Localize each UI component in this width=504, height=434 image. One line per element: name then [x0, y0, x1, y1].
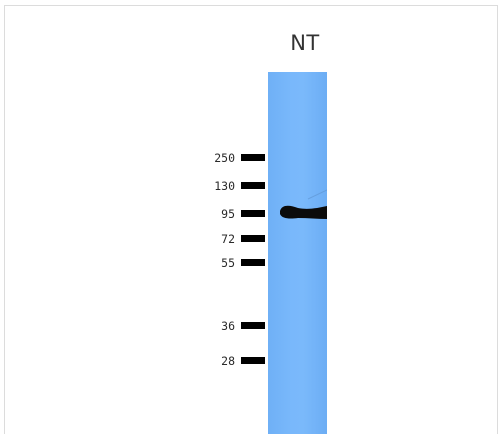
- marker-tick: [241, 322, 265, 329]
- lane-label: NT: [290, 31, 320, 55]
- marker-tick: [241, 235, 265, 242]
- marker-28: 28: [200, 355, 270, 367]
- marker-95: 95: [200, 208, 270, 220]
- marker-250: 250: [200, 152, 270, 164]
- marker-label: 55: [221, 256, 235, 270]
- marker-label: 72: [221, 232, 235, 246]
- marker-tick: [241, 182, 265, 189]
- blot-lane: [268, 72, 327, 434]
- marker-label: 36: [221, 319, 235, 333]
- protein-band: [280, 189, 327, 219]
- marker-36: 36: [200, 320, 270, 332]
- marker-tick: [241, 154, 265, 161]
- marker-tick: [241, 259, 265, 266]
- marker-55: 55: [200, 257, 270, 269]
- marker-label: 28: [221, 354, 235, 368]
- marker-72: 72: [200, 233, 270, 245]
- marker-tick: [241, 357, 265, 364]
- marker-130: 130: [200, 180, 270, 192]
- marker-label: 250: [214, 151, 235, 165]
- marker-tick: [241, 210, 265, 217]
- marker-label: 130: [214, 179, 235, 193]
- marker-label: 95: [221, 207, 235, 221]
